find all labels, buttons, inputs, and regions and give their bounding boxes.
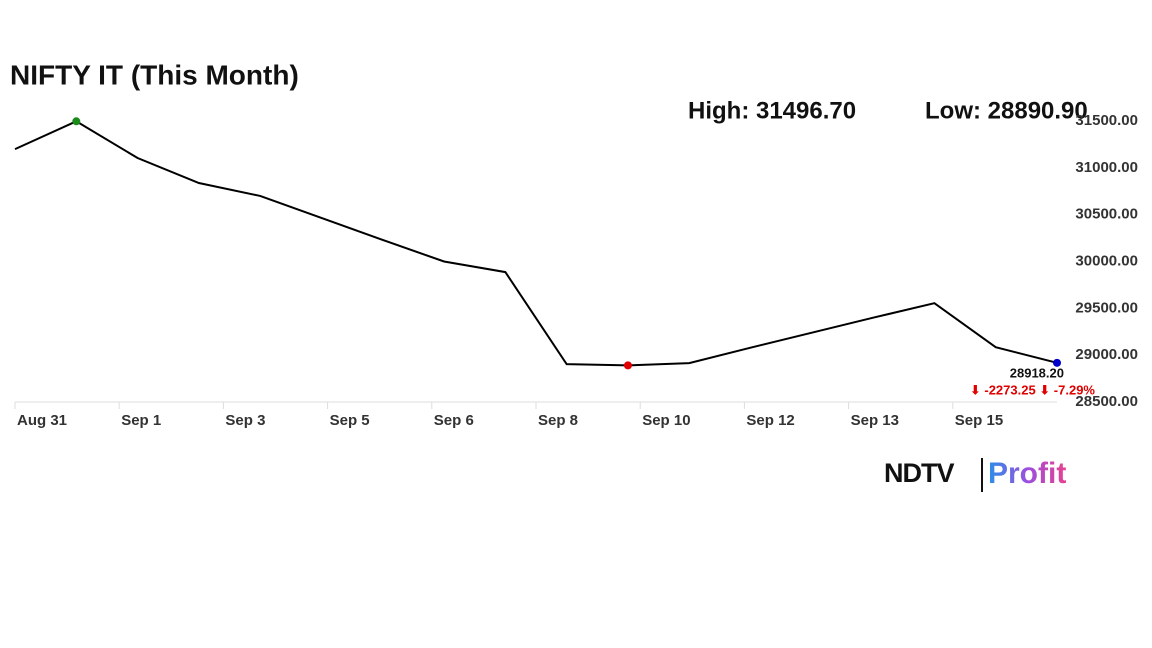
last-value-label: 28918.20 [1010,365,1064,380]
x-tick-label: Aug 31 [17,412,67,429]
last-marker [1053,358,1061,367]
low-label: Low: 28890.90 [925,97,1088,124]
high-label: High: 31496.70 [688,97,856,124]
y-tick-label: 28500.00 [1075,393,1138,410]
x-tick-label: Sep 15 [955,412,1003,429]
logo-profit: Profit [988,457,1066,490]
x-tick-label: Sep 6 [434,412,474,429]
logo-ndtv: NDTV [884,458,954,488]
y-tick-label: 30000.00 [1075,252,1138,269]
y-tick-label: 29000.00 [1075,346,1138,363]
price-line [14,120,1058,367]
y-tick-label: 29500.00 [1075,299,1138,316]
chart-title: NIFTY IT (This Month) [10,59,299,90]
y-tick-label: 30500.00 [1075,206,1138,223]
x-tick-label: Sep 10 [642,412,690,429]
x-tick-label: Sep 12 [746,412,794,429]
y-tick-label: 31500.00 [1075,112,1138,129]
x-tick-label: Sep 1 [121,412,161,429]
y-tick-label: 31000.00 [1075,159,1138,176]
low-marker [623,361,632,370]
change-label: ⬇ -2273.25 ⬇ -7.29% [970,382,1096,397]
x-tick-label: Sep 8 [538,412,578,429]
x-tick-label: Sep 3 [225,412,265,429]
x-tick-label: Sep 5 [330,412,370,429]
x-tick-label: Sep 13 [851,412,899,429]
high-marker [72,117,81,126]
